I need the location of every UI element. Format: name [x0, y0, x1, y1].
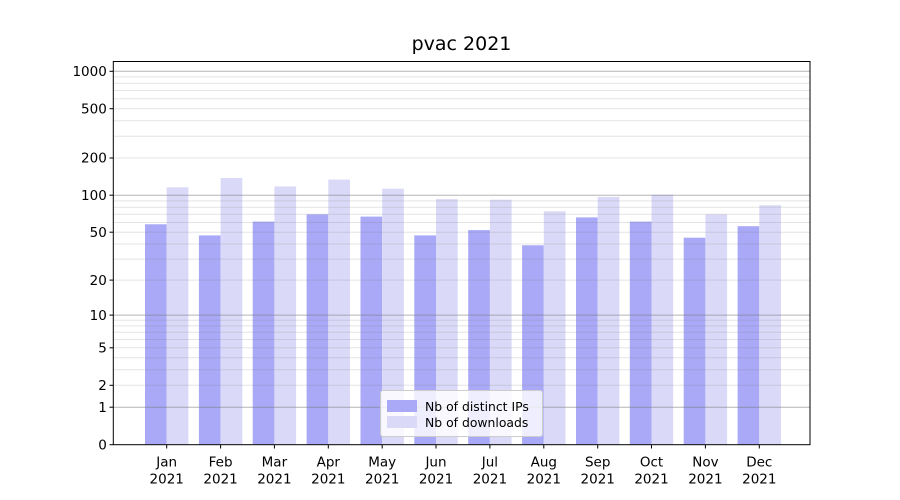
- y-tick-label: 20: [90, 273, 107, 289]
- chart-title: pvac 2021: [411, 33, 512, 55]
- legend: Nb of distinct IPs Nb of downloads: [380, 390, 543, 437]
- x-tick-label: Feb 2021: [203, 455, 237, 488]
- bar-downloads-may: [382, 188, 404, 445]
- bar-ips-jan: [145, 224, 167, 445]
- bar-downloads-jun: [436, 199, 458, 445]
- x-tick-label: Jan 2021: [150, 455, 184, 488]
- x-tick-label: May 2021: [365, 455, 399, 488]
- bar-downloads-oct: [651, 194, 674, 445]
- bar-downloads-aug: [543, 211, 566, 445]
- y-tick-label: 200: [81, 151, 107, 167]
- x-tick-label: Jun 2021: [419, 455, 453, 488]
- bar-ips-feb: [198, 235, 221, 445]
- y-tick-label: 0: [98, 437, 107, 453]
- y-tick-label: 5: [98, 341, 107, 357]
- legend-swatch-downloads: [387, 416, 417, 428]
- x-tick-label: Sep 2021: [581, 455, 615, 488]
- bar-downloads-jan: [166, 187, 189, 445]
- legend-label-downloads: Nb of downloads: [425, 414, 529, 430]
- y-tick-label: 1: [98, 400, 107, 416]
- legend-item-downloads: Nb of downloads: [387, 414, 534, 430]
- bar-ips-sep: [576, 217, 598, 445]
- bar-downloads-apr: [328, 179, 350, 445]
- x-tick-label: Jul 2021: [473, 455, 507, 488]
- bar-downloads-jul: [489, 199, 512, 445]
- bar-ips-may: [360, 216, 383, 445]
- bar-ips-mar: [252, 221, 275, 445]
- x-tick-label: Aug 2021: [527, 455, 561, 488]
- bar-downloads-dec: [759, 205, 781, 445]
- x-tick-label: Oct 2021: [634, 455, 668, 488]
- y-tick-label: 50: [90, 225, 107, 241]
- y-tick-label: 1000: [72, 64, 106, 80]
- bar-ips-dec: [737, 226, 760, 445]
- legend-swatch-ips: [387, 400, 417, 412]
- y-tick-label: 2: [98, 378, 107, 394]
- x-tick-label: Nov 2021: [688, 455, 722, 488]
- legend-label-ips: Nb of distinct IPs: [425, 398, 529, 414]
- bar-downloads-nov: [705, 214, 728, 445]
- axes-box: [112, 61, 811, 446]
- y-tick-label: 10: [90, 308, 107, 324]
- bar-ips-apr: [306, 214, 329, 445]
- bar-ips-nov: [683, 237, 706, 445]
- x-tick-label: Dec 2021: [742, 455, 776, 488]
- bar-ips-oct: [629, 221, 652, 445]
- y-tick-label: 500: [81, 101, 107, 117]
- x-tick-label: Mar 2021: [257, 455, 291, 488]
- y-tick-label: 100: [81, 188, 107, 204]
- legend-item-distinct-ips: Nb of distinct IPs: [387, 398, 534, 414]
- x-tick-label: Apr 2021: [311, 455, 345, 488]
- bar-downloads-sep: [597, 196, 620, 445]
- bar-downloads-feb: [220, 178, 243, 445]
